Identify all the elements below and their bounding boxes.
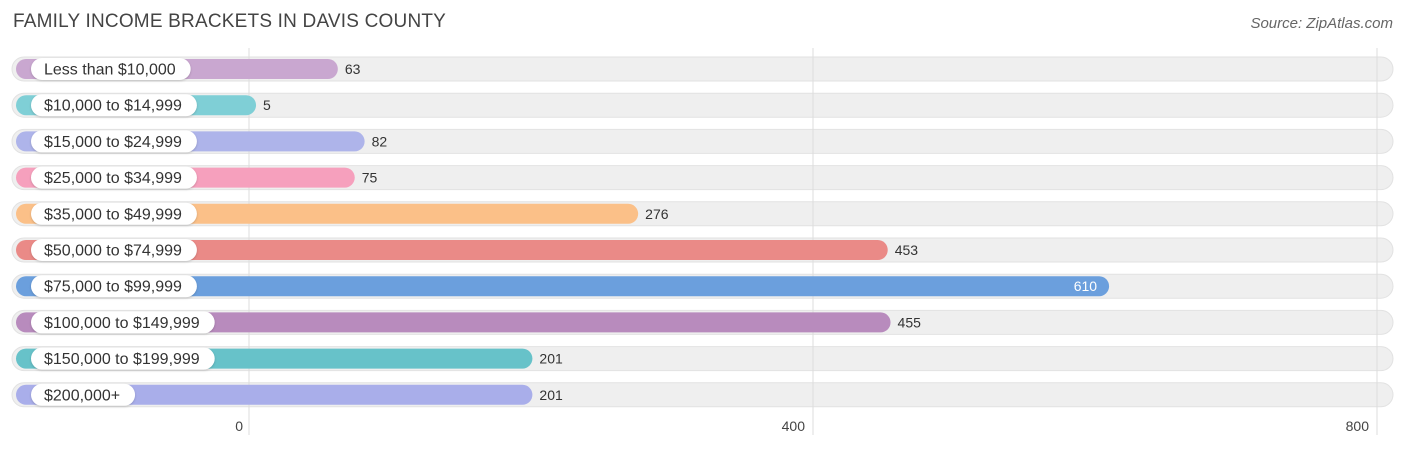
value-label: 63 — [345, 61, 361, 77]
value-label: 201 — [539, 387, 563, 403]
value-label: 455 — [898, 314, 922, 330]
category-pill — [31, 311, 215, 334]
value-label: 75 — [362, 170, 378, 186]
chart-source: Source: ZipAtlas.com — [1250, 15, 1393, 32]
category-pill — [31, 383, 136, 406]
bar — [16, 240, 888, 260]
category-pill — [31, 239, 197, 261]
category-label: $150,000 to $199,999 — [44, 351, 200, 368]
category-pill — [31, 202, 197, 225]
value-label: 453 — [895, 242, 919, 258]
value-label: 5 — [263, 97, 271, 113]
category-label: $15,000 to $24,999 — [44, 134, 182, 151]
category-pill — [31, 275, 197, 298]
value-label: 201 — [539, 351, 563, 367]
category-pill — [31, 130, 197, 153]
category-pill — [31, 94, 197, 117]
category-pill — [31, 58, 191, 80]
category-label: $200,000+ — [44, 387, 120, 404]
row-background — [11, 165, 1394, 191]
row-background — [11, 56, 1394, 82]
category-label: $100,000 to $149,999 — [44, 315, 200, 332]
category-label: $35,000 to $49,999 — [44, 206, 182, 223]
value-label: 82 — [372, 133, 388, 149]
chart-title: FAMILY INCOME BRACKETS IN DAVIS COUNTY — [13, 11, 447, 32]
category-label: $10,000 to $14,999 — [44, 98, 182, 115]
category-pill — [31, 347, 215, 370]
x-tick-label: 800 — [1346, 418, 1370, 434]
category-pill — [31, 166, 197, 189]
x-tick-label: 0 — [235, 418, 243, 434]
bar — [16, 384, 533, 405]
category-label: Less than $10,000 — [44, 62, 176, 79]
row-background — [11, 92, 1394, 118]
category-label: $25,000 to $34,999 — [44, 170, 182, 187]
category-label: $50,000 to $74,999 — [44, 243, 182, 260]
bar — [16, 276, 1110, 297]
category-label: $75,000 to $99,999 — [44, 279, 182, 296]
value-label: 276 — [645, 206, 669, 222]
value-label: 610 — [1074, 278, 1098, 294]
bar — [16, 312, 891, 333]
x-tick-label: 400 — [782, 418, 806, 434]
